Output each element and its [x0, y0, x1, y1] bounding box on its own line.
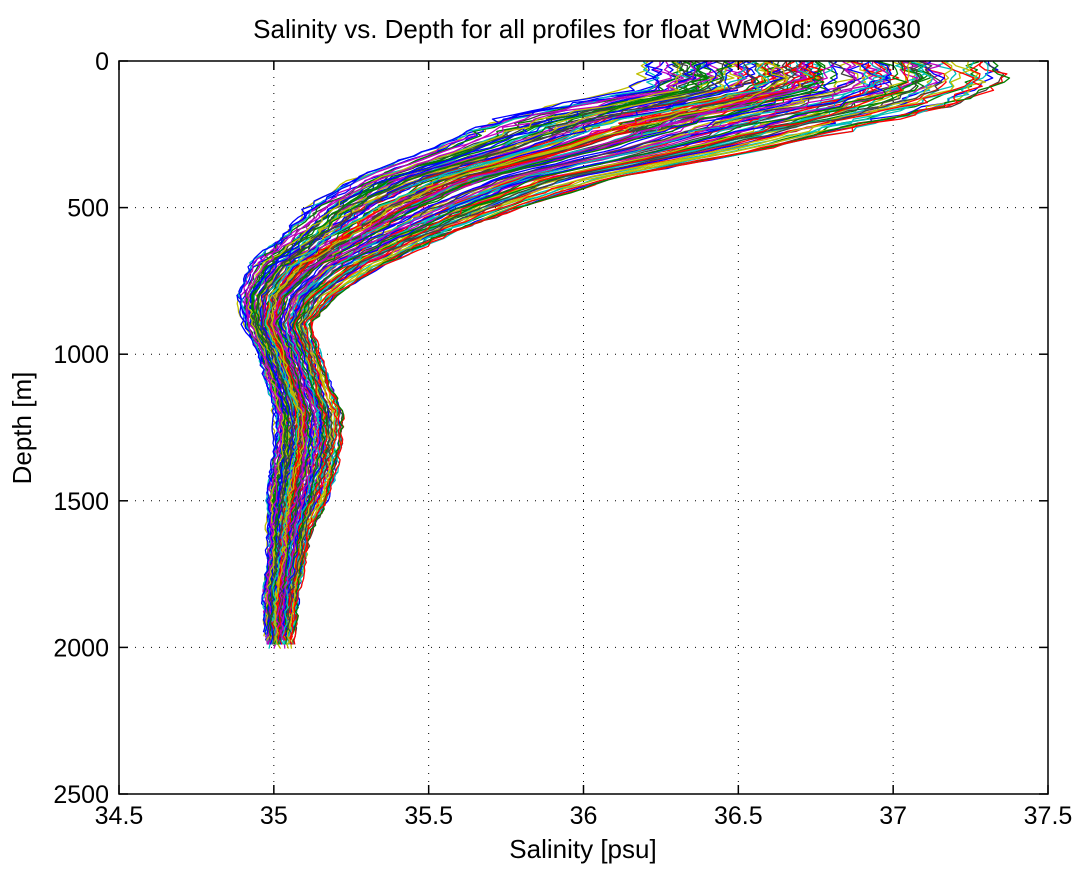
x-tick-label: 37.5: [1024, 802, 1073, 830]
y-axis-label: Depth [m]: [7, 372, 37, 485]
profile-line: [247, 61, 682, 641]
profile-line: [264, 61, 770, 645]
profile-line: [272, 61, 808, 637]
axis-ticks: [118, 60, 1049, 795]
profile-lines: [236, 60, 1011, 649]
profile-line: [293, 61, 1008, 645]
profile-line: [261, 61, 756, 641]
profile-line: [275, 61, 825, 645]
profile-line: [287, 60, 943, 633]
profile-line: [281, 61, 886, 637]
x-axis-label: Salinity [psu]: [509, 834, 656, 864]
x-tick-label: 36.5: [714, 802, 763, 830]
grid-lines: [119, 61, 1048, 794]
x-tick-label: 35: [260, 802, 288, 830]
profile-line: [286, 60, 934, 645]
profile-line: [285, 60, 932, 645]
profile-line: [270, 60, 789, 645]
profile-line: [283, 60, 908, 633]
profile-line: [280, 61, 878, 645]
profile-line: [245, 61, 697, 637]
profile-line: [268, 61, 789, 645]
profile-line: [281, 61, 882, 641]
profile-line: [286, 61, 953, 649]
y-tick-label: 1500: [53, 488, 109, 516]
profile-line: [287, 61, 936, 645]
y-tick-label: 500: [67, 195, 109, 223]
y-tick-label: 0: [95, 48, 109, 76]
x-tick-labels: 34.5 35 35.5 36 36.5 37 37.5: [95, 802, 1073, 830]
x-tick-label: 35.5: [404, 802, 453, 830]
y-tick-labels: 0 500 1000 1500 2000 2500: [53, 48, 109, 809]
x-tick-label: 36: [570, 802, 598, 830]
y-tick-label: 2500: [53, 781, 109, 809]
x-tick-label: 37: [879, 802, 907, 830]
profile-line: [288, 61, 984, 645]
y-tick-label: 1000: [53, 341, 109, 369]
profile-line: [255, 61, 733, 637]
profile-line: [264, 60, 772, 641]
profile-line: [287, 61, 945, 637]
chart-title: Salinity vs. Depth for all profiles for …: [253, 14, 921, 44]
profile-line: [279, 61, 862, 641]
y-tick-label: 2000: [53, 634, 109, 662]
x-tick-label: 34.5: [95, 802, 144, 830]
